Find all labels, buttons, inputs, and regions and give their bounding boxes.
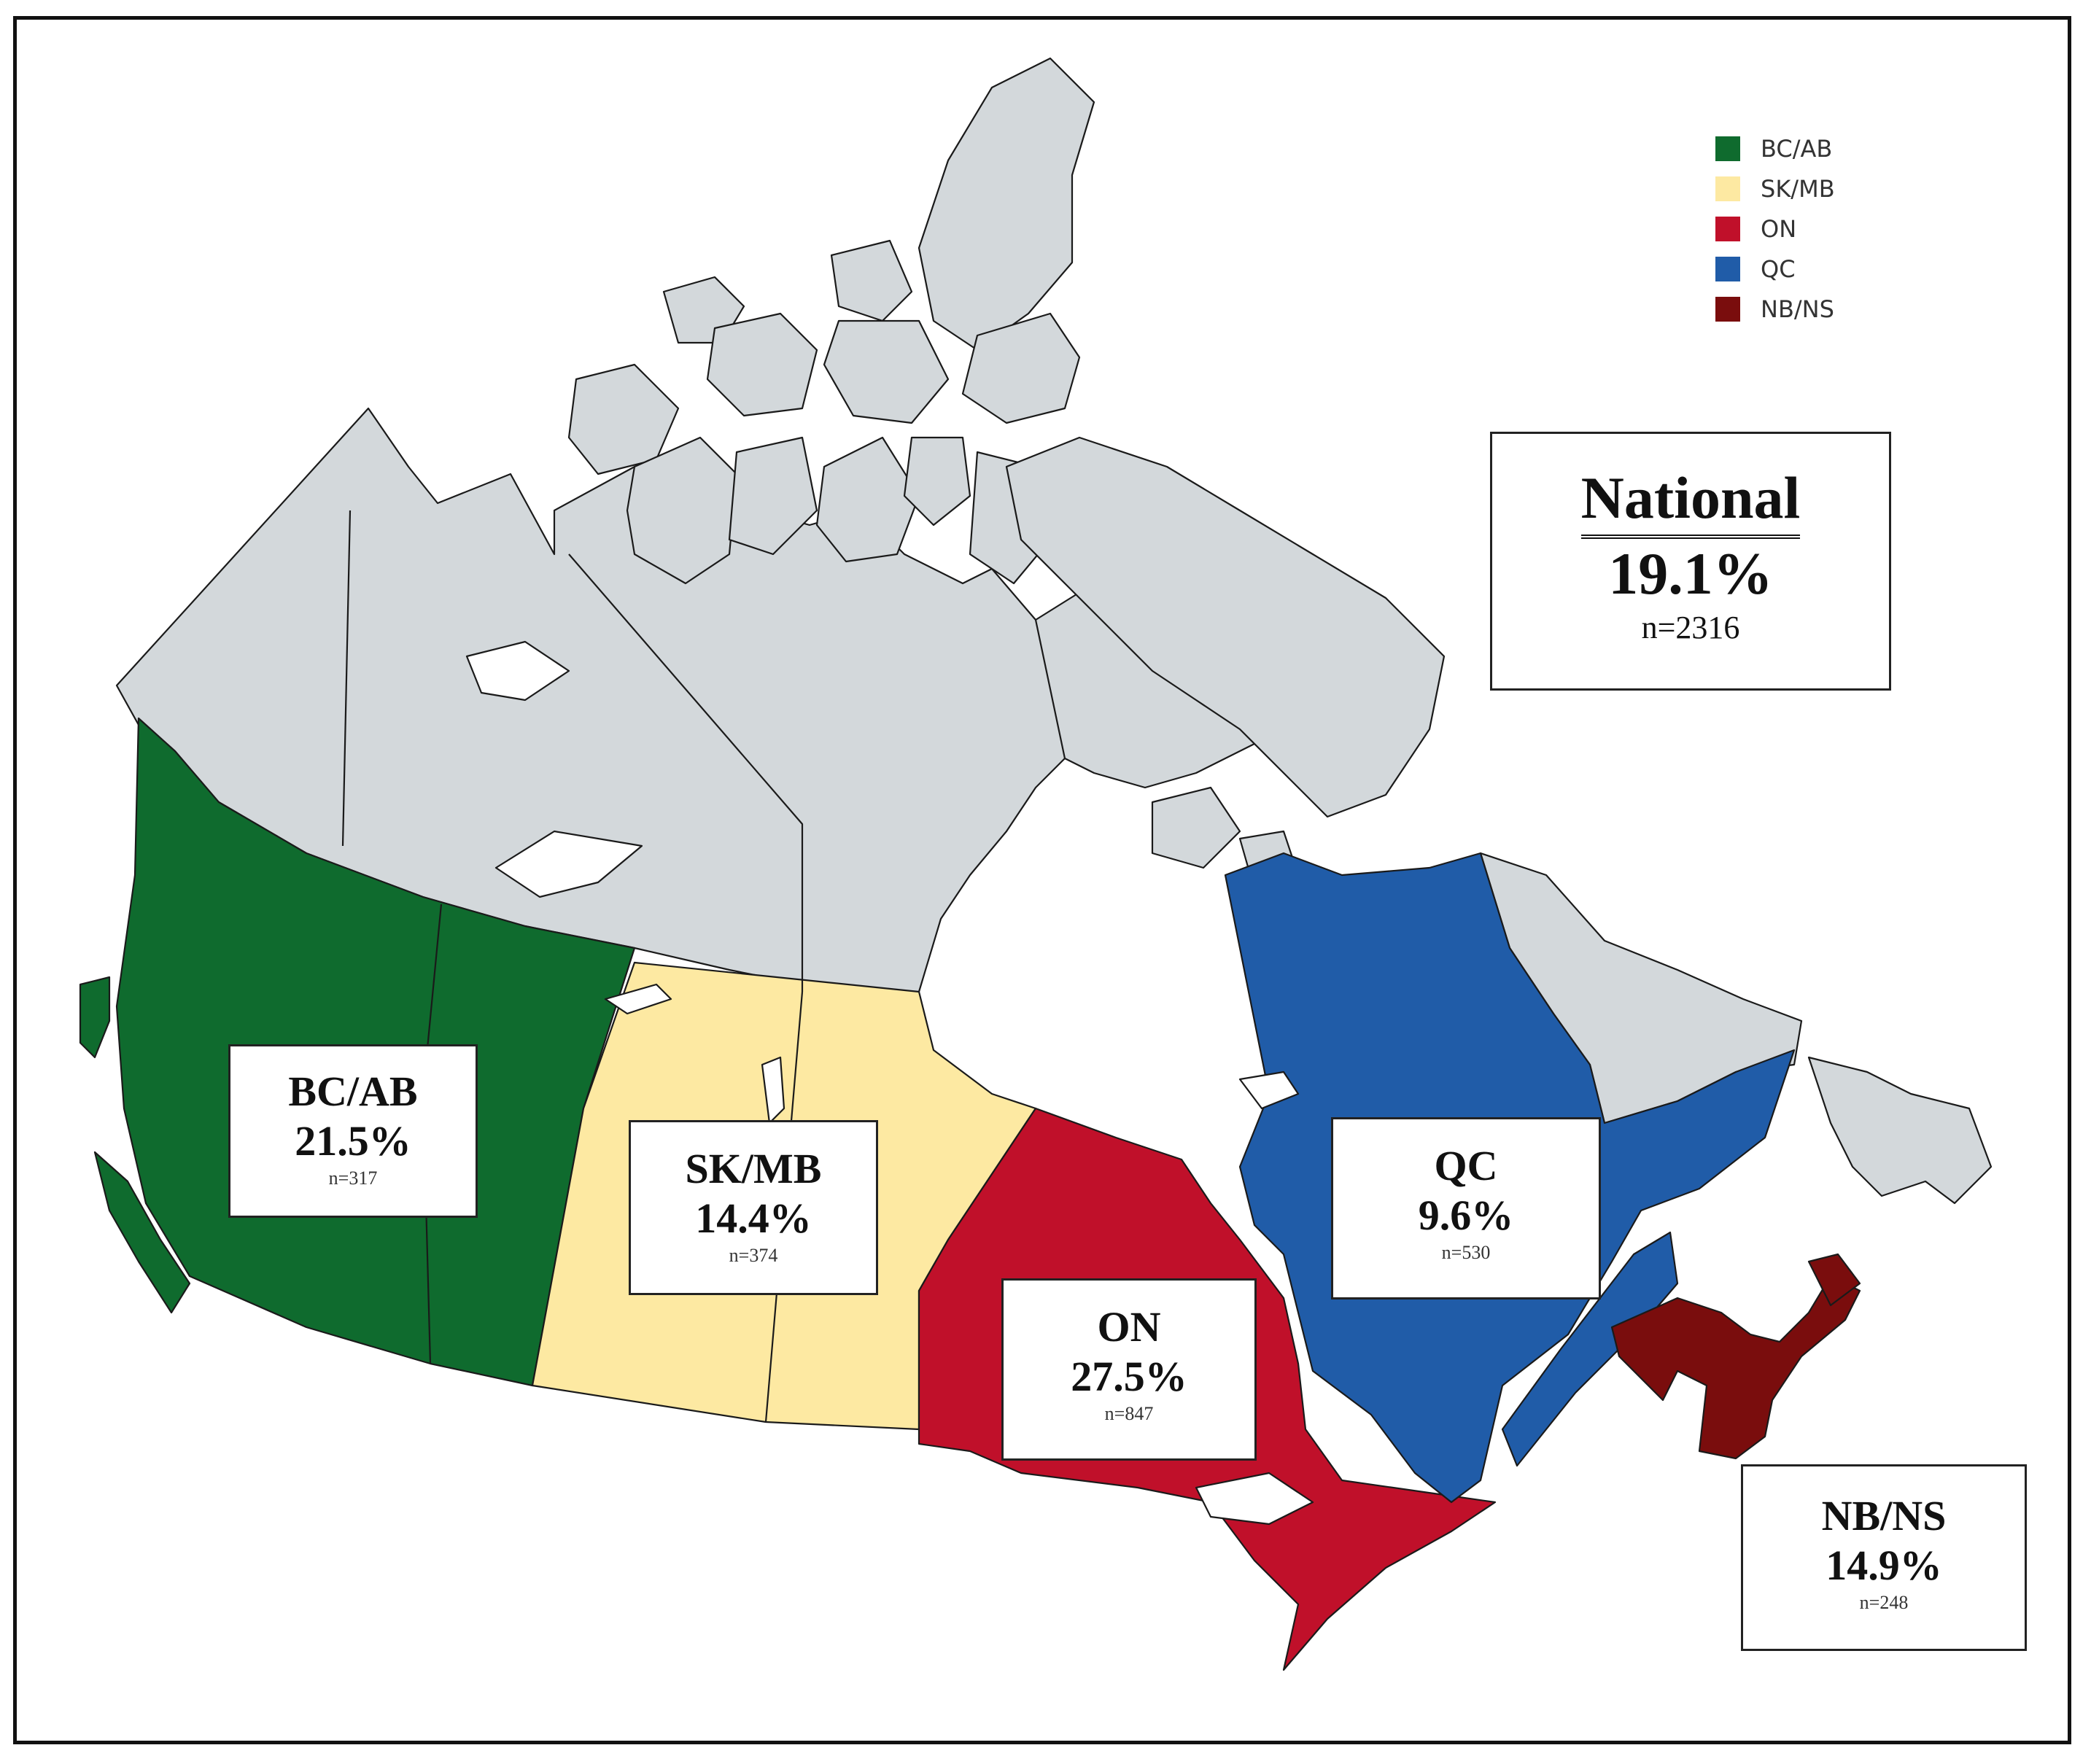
region-label-qc: QC 9.6% n=530 [1331, 1117, 1601, 1299]
hudson-bay-island [1238, 1071, 1300, 1110]
legend-item-on: ON [1715, 209, 1835, 249]
nb-ns-cape-breton [1807, 1253, 1861, 1307]
arctic-island-8 [626, 436, 738, 585]
region-name: NB/NS [1821, 1492, 1947, 1539]
qc-gaspe-lobe [1501, 1231, 1679, 1467]
arctic-island-2 [961, 312, 1081, 424]
region-label-on: ON 27.5% n=847 [1001, 1278, 1257, 1461]
territory-border-1 [341, 510, 352, 847]
arctic-island-4 [706, 312, 818, 417]
legend-item-bcab: BC/AB [1715, 128, 1835, 168]
arctic-island-5 [830, 239, 913, 322]
region-label-skmb: SK/MB 14.4% n=374 [629, 1120, 878, 1295]
region-percentage: 21.5% [295, 1117, 411, 1165]
legend-swatch [1715, 256, 1740, 281]
arctic-island-1 [918, 57, 1095, 351]
legend-item-skmb: SK/MB [1715, 168, 1835, 209]
legend-swatch [1715, 296, 1740, 322]
territory-border-2 [568, 553, 804, 992]
region-name: ON [1097, 1303, 1161, 1351]
newfoundland [1807, 1056, 1993, 1205]
region-sample-size: n=374 [729, 1245, 778, 1266]
legend: BC/AB SK/MB ON QC NB/NS [1715, 128, 1835, 329]
legend-swatch [1715, 176, 1740, 201]
region-percentage: 27.5% [1071, 1353, 1187, 1400]
southampton-island [1151, 786, 1241, 869]
region-percentage: 14.4% [695, 1194, 812, 1242]
legend-swatch [1715, 216, 1740, 241]
legend-swatch [1715, 136, 1740, 161]
legend-label: NB/NS [1761, 295, 1834, 323]
baffin-island [1005, 436, 1446, 818]
region-name: SK/MB [685, 1145, 822, 1192]
arctic-island-10 [815, 436, 920, 563]
legend-item-qc: QC [1715, 249, 1835, 289]
region-label-bcab: BC/AB 21.5% n=317 [228, 1044, 478, 1218]
arctic-island-9 [728, 436, 818, 556]
region-sample-size: n=317 [328, 1167, 378, 1189]
lake-athabasca [604, 983, 672, 1015]
legend-label: BC/AB [1761, 134, 1833, 163]
national-title: National [1580, 463, 1801, 539]
legend-label: QC [1761, 255, 1796, 283]
region-name: QC [1434, 1142, 1498, 1189]
legend-label: SK/MB [1761, 174, 1835, 203]
region-percentage: 14.9% [1826, 1542, 1942, 1589]
region-sample-size: n=248 [1859, 1592, 1909, 1613]
region-sample-size: n=530 [1441, 1242, 1491, 1263]
national-summary-box: National 19.1% n=2316 [1490, 432, 1891, 691]
region-name: BC/AB [288, 1068, 418, 1115]
region-nbns [1610, 1275, 1861, 1460]
region-sample-size: n=847 [1104, 1403, 1154, 1424]
national-percentage: 19.1% [1608, 540, 1773, 607]
region-percentage: 9.6% [1418, 1192, 1514, 1239]
region-label-nbns: NB/NS 14.9% n=248 [1741, 1464, 2027, 1651]
great-bear-lake [465, 640, 570, 702]
bc-island [93, 1151, 191, 1314]
bc-haida-gwaii [79, 976, 111, 1059]
great-slave-lake [494, 830, 643, 898]
national-sample-size: n=2316 [1641, 610, 1740, 645]
lake-superior [1195, 1472, 1314, 1526]
arctic-island-11 [903, 436, 971, 527]
arctic-island-6 [823, 319, 950, 424]
legend-item-nbns: NB/NS [1715, 289, 1835, 329]
lake-winnipeg [761, 1056, 785, 1124]
legend-label: ON [1761, 214, 1797, 243]
